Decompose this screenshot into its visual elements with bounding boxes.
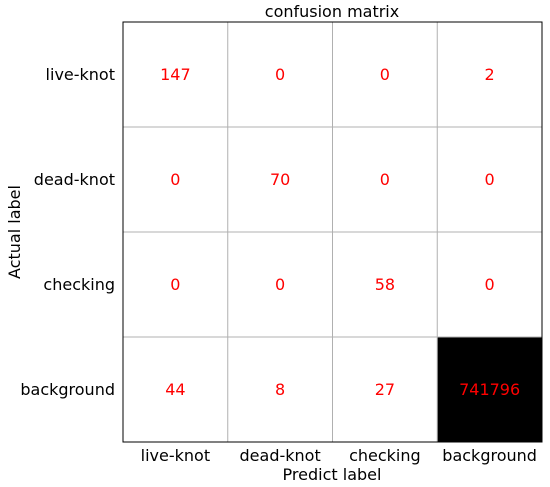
cell-value-label: 0 bbox=[485, 170, 495, 189]
x-tick-label: background bbox=[442, 446, 537, 465]
cell-value-label: 0 bbox=[170, 170, 180, 189]
cell-value-label: 27 bbox=[375, 380, 395, 399]
cell-value-label: 0 bbox=[485, 275, 495, 294]
matrix-cell bbox=[227, 22, 333, 127]
x-tick-label: checking bbox=[349, 446, 421, 465]
cell-value-label: 741796 bbox=[459, 380, 520, 399]
matrix-cells bbox=[123, 22, 542, 442]
cell-value-label: 0 bbox=[275, 65, 285, 84]
matrix-cell bbox=[437, 337, 542, 442]
matrix-cell bbox=[332, 337, 438, 442]
matrix-cell bbox=[437, 22, 542, 127]
y-tick-label: dead-knot bbox=[34, 170, 115, 189]
y-tick-label: background bbox=[20, 380, 115, 399]
matrix-cell bbox=[227, 232, 333, 337]
matrix-cell bbox=[332, 127, 438, 232]
matrix-cell bbox=[123, 232, 228, 337]
cell-value-label: 0 bbox=[170, 275, 180, 294]
cell-value-label: 8 bbox=[275, 380, 285, 399]
cell-value-label: 44 bbox=[165, 380, 185, 399]
cell-value-label: 58 bbox=[375, 275, 395, 294]
cell-value-label: 2 bbox=[485, 65, 495, 84]
plot-frame bbox=[122, 21, 543, 443]
x-tick-label: live-knot bbox=[141, 446, 210, 465]
x-axis-label: Predict label bbox=[283, 465, 382, 484]
matrix-cell bbox=[332, 232, 438, 337]
x-tick-label: dead-knot bbox=[240, 446, 321, 465]
matrix-cell bbox=[123, 337, 228, 442]
cell-value-label: 0 bbox=[275, 275, 285, 294]
cell-value-label: 0 bbox=[380, 170, 390, 189]
matrix-cell bbox=[437, 127, 542, 232]
grid-lines bbox=[123, 22, 542, 442]
y-axis-label: Actual label bbox=[5, 185, 24, 279]
cell-value-label: 0 bbox=[380, 65, 390, 84]
cell-value-label: 147 bbox=[160, 65, 191, 84]
chart-title: confusion matrix bbox=[265, 2, 399, 21]
matrix-cell bbox=[332, 22, 438, 127]
y-tick-labels: live-knot dead-knot checking background bbox=[20, 65, 115, 399]
matrix-cell bbox=[227, 337, 333, 442]
matrix-cell bbox=[227, 127, 333, 232]
matrix-cell bbox=[437, 232, 542, 337]
cell-value-labels: 147 0 0 2 0 70 0 0 0 0 58 0 44 8 27 741796 bbox=[160, 65, 520, 399]
x-tick-labels: live-knot dead-knot checking background bbox=[141, 446, 537, 465]
matrix-cell bbox=[123, 127, 228, 232]
y-tick-label: live-knot bbox=[46, 65, 115, 84]
matrix-cell bbox=[123, 22, 228, 127]
cell-value-label: 70 bbox=[270, 170, 290, 189]
y-tick-label: checking bbox=[43, 275, 115, 294]
